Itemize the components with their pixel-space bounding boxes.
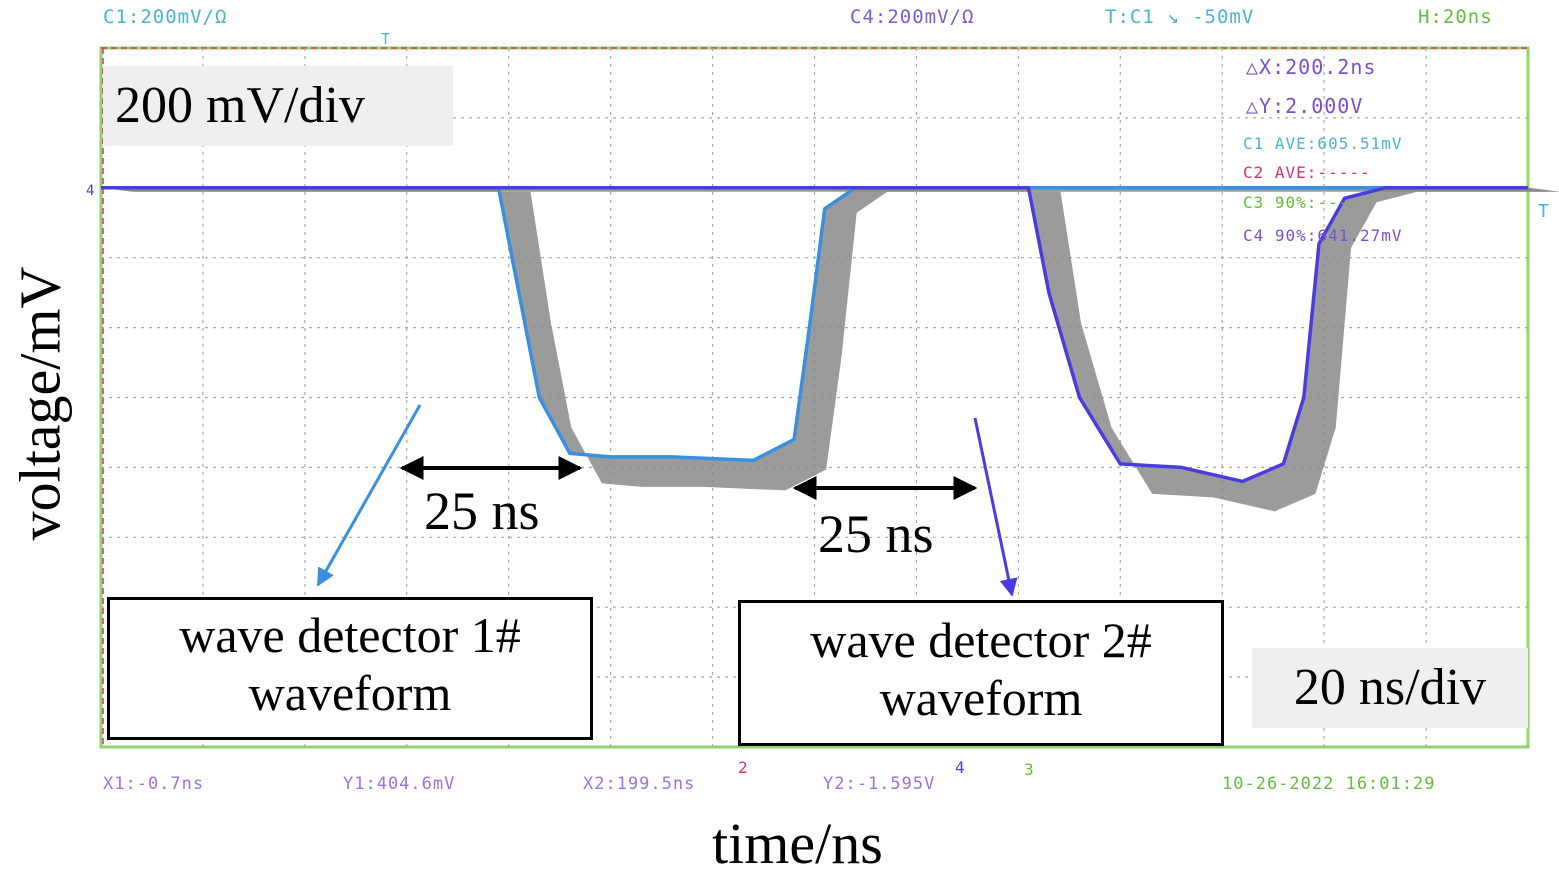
time-per-div-label: 20 ns/div	[1252, 648, 1528, 728]
timestamp-readout: 10-26-2022 16:01:29	[1222, 774, 1436, 794]
detector1-envelope	[101, 187, 1559, 491]
c2-average-measurement: C2 AVE:-----	[1243, 163, 1371, 182]
detector2-label: wave detector 2# waveform	[738, 600, 1224, 746]
waveform-traces	[101, 186, 1528, 484]
c1-average-measurement: C1 AVE:605.51mV	[1243, 134, 1403, 153]
trigger-position-marker: T	[381, 30, 391, 48]
y2-cursor-readout: Y2:-1.595V	[823, 774, 936, 794]
trigger-readout: T:C1 ↘ -50mV	[1105, 6, 1255, 28]
x2-cursor-readout: X2:199.5ns	[583, 774, 696, 794]
c4-ground-marker: 4	[86, 183, 95, 199]
c4-scale-readout: C4:200mV/Ω	[850, 6, 975, 28]
detector2-trace	[101, 186, 1528, 484]
persistence-envelope	[101, 187, 1559, 512]
delta-x-measurement: △X:200.2ns	[1246, 55, 1377, 79]
x1-cursor-readout: X1:-0.7ns	[103, 774, 205, 794]
detector1-trace	[101, 186, 1528, 463]
trigger-level-marker: T	[1538, 201, 1549, 222]
detector2-pointer-arrow	[973, 417, 1018, 597]
marker-2: 2	[738, 758, 748, 777]
marker-3: 3	[1024, 760, 1034, 779]
volts-per-div-label: 200 mV/div	[103, 66, 453, 146]
marker-4: 4	[955, 758, 965, 777]
y-axis-title: voltage/mV	[7, 266, 73, 541]
y1-cursor-readout: Y1:404.6mV	[343, 774, 456, 794]
detector1-label: wave detector 1# waveform	[107, 597, 593, 740]
horizontal-readout: H:20ns	[1418, 6, 1493, 28]
pulse2-width-label: 25 ns	[818, 504, 934, 564]
x-axis-title: time/ns	[712, 811, 883, 876]
c3-90pct-measurement: C3 90%:----	[1243, 193, 1360, 212]
pulse1-width-label: 25 ns	[424, 481, 540, 541]
c1-scale-readout: C1:200mV/Ω	[103, 6, 228, 28]
delta-y-measurement: △Y:2.000V	[1246, 94, 1364, 118]
annotation-arrows	[316, 404, 1018, 597]
c4-90pct-measurement: C4 90%:641.27mV	[1243, 226, 1403, 245]
detector1-pointer-arrow	[316, 404, 422, 587]
